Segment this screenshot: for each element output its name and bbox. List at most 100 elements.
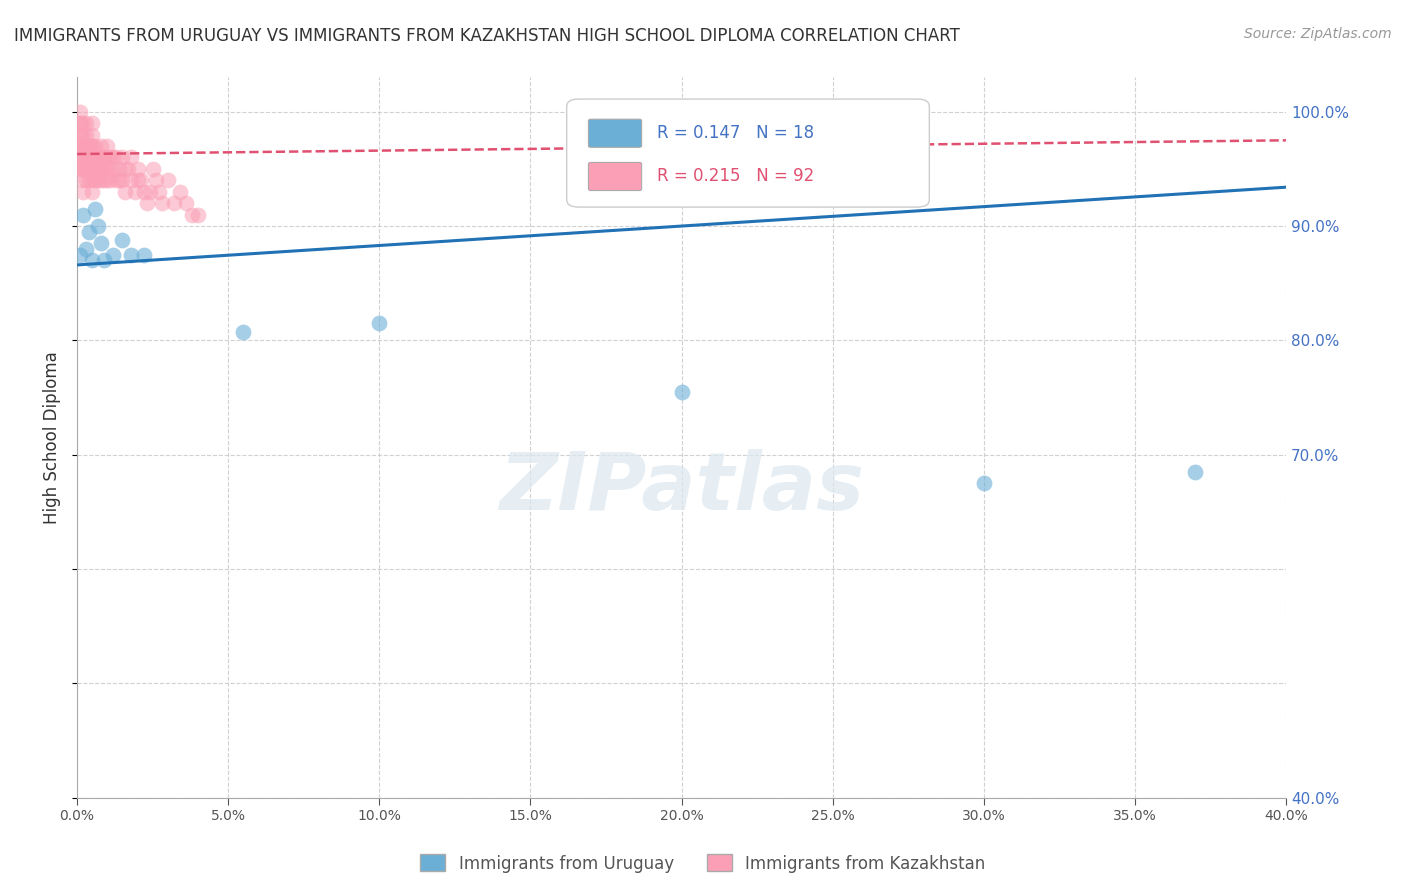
Point — [84, 139, 107, 153]
Point — [127, 173, 149, 187]
Point — [150, 196, 173, 211]
Point — [145, 173, 167, 187]
Point — [111, 233, 134, 247]
Point — [82, 185, 104, 199]
Point — [103, 161, 125, 176]
Point — [77, 161, 100, 176]
Point — [121, 247, 143, 261]
Point — [105, 151, 128, 165]
Point — [132, 247, 155, 261]
Point — [69, 128, 91, 142]
Point — [72, 185, 94, 199]
Point — [75, 161, 97, 176]
Point — [127, 161, 149, 176]
Point — [75, 139, 97, 153]
Point — [77, 151, 100, 165]
Point — [96, 151, 118, 165]
Point — [72, 116, 94, 130]
Point — [72, 128, 94, 142]
Point — [69, 128, 91, 142]
Point — [108, 173, 131, 187]
Point — [75, 242, 97, 256]
Text: ZIPatlas: ZIPatlas — [499, 449, 865, 527]
Point — [108, 161, 131, 176]
Point — [671, 384, 693, 399]
Point — [82, 253, 104, 268]
Point — [103, 151, 125, 165]
Point — [93, 173, 115, 187]
Point — [973, 476, 995, 491]
Point — [84, 202, 107, 216]
Point — [90, 161, 112, 176]
Point — [69, 116, 91, 130]
Point — [117, 161, 139, 176]
Point — [174, 196, 197, 211]
Point — [69, 161, 91, 176]
Point — [82, 139, 104, 153]
Point — [121, 173, 143, 187]
Point — [181, 208, 204, 222]
Point — [232, 326, 254, 340]
Point — [69, 247, 91, 261]
Point — [82, 116, 104, 130]
Point — [75, 128, 97, 142]
FancyBboxPatch shape — [589, 120, 641, 147]
Point — [114, 161, 136, 176]
Point — [124, 185, 146, 199]
Text: IMMIGRANTS FROM URUGUAY VS IMMIGRANTS FROM KAZAKHSTAN HIGH SCHOOL DIPLOMA CORREL: IMMIGRANTS FROM URUGUAY VS IMMIGRANTS FR… — [14, 27, 960, 45]
Point — [72, 151, 94, 165]
Point — [84, 151, 107, 165]
Point — [72, 173, 94, 187]
Point — [96, 139, 118, 153]
Point — [111, 173, 134, 187]
Point — [129, 173, 152, 187]
Point — [148, 185, 170, 199]
Point — [93, 253, 115, 268]
Point — [169, 185, 191, 199]
Point — [138, 185, 160, 199]
Point — [98, 151, 121, 165]
Text: Source: ZipAtlas.com: Source: ZipAtlas.com — [1244, 27, 1392, 41]
Point — [96, 173, 118, 187]
Point — [72, 161, 94, 176]
Point — [93, 161, 115, 176]
Point — [98, 161, 121, 176]
Point — [90, 236, 112, 251]
Point — [77, 139, 100, 153]
Point — [135, 196, 157, 211]
Point — [87, 219, 110, 233]
Point — [87, 151, 110, 165]
Point — [75, 173, 97, 187]
Point — [96, 161, 118, 176]
Point — [82, 173, 104, 187]
Legend: Immigrants from Uruguay, Immigrants from Kazakhstan: Immigrants from Uruguay, Immigrants from… — [413, 847, 993, 880]
Point — [111, 151, 134, 165]
Point — [98, 173, 121, 187]
FancyBboxPatch shape — [567, 99, 929, 207]
Point — [72, 139, 94, 153]
Point — [105, 173, 128, 187]
Point — [87, 173, 110, 187]
Point — [69, 139, 91, 153]
Point — [187, 208, 209, 222]
Point — [69, 151, 91, 165]
Point — [84, 161, 107, 176]
Point — [77, 151, 100, 165]
Point — [77, 225, 100, 239]
Point — [75, 151, 97, 165]
Point — [82, 151, 104, 165]
Point — [87, 161, 110, 176]
Text: R = 0.215   N = 92: R = 0.215 N = 92 — [658, 167, 814, 186]
Text: R = 0.147   N = 18: R = 0.147 N = 18 — [658, 124, 814, 142]
FancyBboxPatch shape — [589, 162, 641, 191]
Point — [72, 139, 94, 153]
Point — [90, 151, 112, 165]
Point — [90, 173, 112, 187]
Point — [75, 161, 97, 176]
Point — [72, 208, 94, 222]
Point — [121, 151, 143, 165]
Point — [84, 173, 107, 187]
Point — [72, 151, 94, 165]
Point — [93, 151, 115, 165]
Point — [82, 161, 104, 176]
